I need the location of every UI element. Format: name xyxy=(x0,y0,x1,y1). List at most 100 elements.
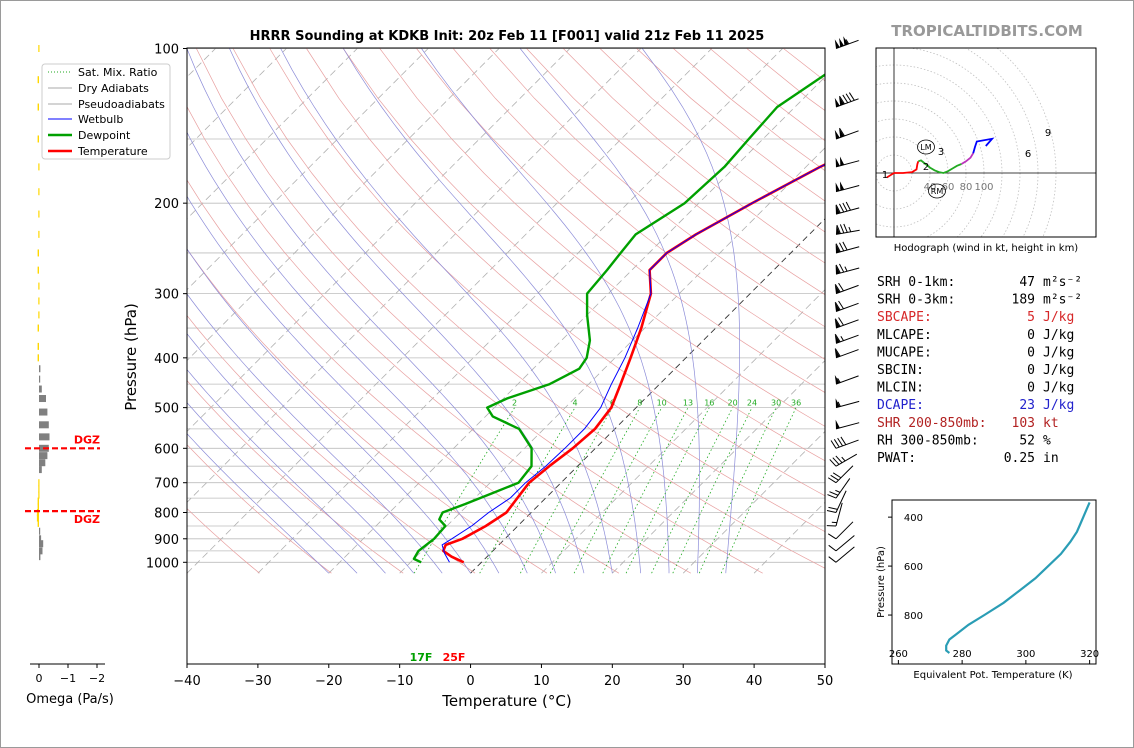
y-tick-label: 800 xyxy=(154,507,179,522)
barb-full xyxy=(845,93,852,102)
wind-barb xyxy=(835,156,860,168)
barb-full xyxy=(843,223,848,233)
pseudoadiabat xyxy=(343,48,642,574)
isotherm-line xyxy=(399,147,825,574)
omega-bar xyxy=(36,514,39,522)
barb-pennant xyxy=(834,374,840,385)
isotherm-line xyxy=(187,48,429,291)
dry-adiabat xyxy=(526,48,825,296)
legend-label-dry-adiabats: Dry Adiabats xyxy=(78,82,149,95)
index-label: SHR 200-850mb: xyxy=(877,416,987,431)
barb-pennant xyxy=(839,96,844,106)
wind-barb xyxy=(829,453,858,467)
index-label: MUCAPE: xyxy=(877,345,932,360)
index-value: 47 xyxy=(1019,275,1035,290)
barb-full xyxy=(832,457,840,465)
index-unit: J/kg xyxy=(1043,363,1074,378)
pseudoadiabat xyxy=(280,48,613,574)
legend-label-dewpoint: Dewpoint xyxy=(78,129,131,142)
omega-bar xyxy=(39,375,41,383)
theta-e-y-tick-label: 800 xyxy=(904,611,923,622)
hodograph-height-label: 6 xyxy=(1025,149,1031,160)
omega-bar xyxy=(38,479,40,487)
index-unit: J/kg xyxy=(1043,310,1074,325)
barb-full xyxy=(838,317,844,326)
theta-e-x-tick-label: 260 xyxy=(889,649,908,660)
barb-half xyxy=(840,336,844,341)
omega-bar xyxy=(37,135,39,143)
hodograph-ring-label: 100 xyxy=(974,182,993,193)
surface-temperature-label: 25F xyxy=(443,651,466,664)
x-tick-label: −20 xyxy=(315,674,342,689)
mixing-ratio-line xyxy=(549,407,641,574)
omega-bar xyxy=(37,76,39,84)
omega-tick-label: 0 xyxy=(36,672,43,685)
pseudoadiabat xyxy=(187,433,330,574)
storm-motion-label: RM xyxy=(931,187,944,196)
y-tick-label: 100 xyxy=(154,43,179,58)
x-tick-label: 20 xyxy=(604,674,621,689)
barb-full xyxy=(845,201,851,211)
dry-adiabat xyxy=(379,48,825,427)
omega-bar xyxy=(39,459,46,467)
dry-adiabat xyxy=(187,106,691,574)
hodograph-frame xyxy=(875,47,1097,238)
barb-staff xyxy=(835,349,859,359)
mixing-ratio-label: 13 xyxy=(683,399,693,408)
skewt-y-axis-label: Pressure (hPa) xyxy=(122,303,140,411)
hodograph-caption: Hodograph (wind in kt, height in km) xyxy=(894,243,1079,254)
dry-adiabat xyxy=(232,48,825,569)
omega-bar xyxy=(38,210,40,218)
isotherm-line xyxy=(470,218,825,574)
barb-pennant xyxy=(839,128,844,138)
wind-barb xyxy=(834,92,859,108)
barb-full xyxy=(828,556,837,563)
x-tick-label: −40 xyxy=(173,674,200,689)
barb-full xyxy=(834,301,841,311)
barb-full xyxy=(839,242,845,252)
dewpoint-line xyxy=(412,73,825,564)
mixing-ratio-line xyxy=(479,407,576,574)
index-value: 0.25 xyxy=(1004,451,1035,466)
barb-half xyxy=(835,489,841,493)
barb-half xyxy=(848,226,852,232)
mixing-ratio-line xyxy=(698,407,777,574)
storm-motion-marker xyxy=(917,139,935,155)
hodograph-segment xyxy=(886,161,920,179)
barb-pennant xyxy=(839,181,845,191)
pseudoadiabat xyxy=(187,333,415,574)
mixing-ratio-label: 16 xyxy=(704,399,714,408)
index-label: MLCAPE: xyxy=(877,328,932,343)
barb-full xyxy=(835,264,841,274)
wetbulb-line xyxy=(441,163,825,563)
omega-panel: 0 −1 −2 DGZ DGZ xyxy=(25,45,105,685)
barb-pennant xyxy=(834,97,840,107)
barb-full xyxy=(842,241,848,251)
theta-e-y-axis-label: Pressure (hPa) xyxy=(876,546,887,618)
skewt-series xyxy=(412,73,825,564)
barb-full xyxy=(842,94,849,103)
mixing-ratio-label: 8 xyxy=(637,399,642,408)
barb-full xyxy=(839,263,845,273)
barb-pennant xyxy=(835,264,840,275)
wind-barb xyxy=(835,201,860,215)
omega-bar xyxy=(38,297,40,305)
pseudoadiabat xyxy=(421,48,670,574)
dry-adiabat xyxy=(306,48,825,497)
barb-staff xyxy=(835,375,859,385)
omega-bar xyxy=(36,509,39,517)
barb-pennant xyxy=(834,302,840,312)
barb-staff xyxy=(835,130,859,140)
hodograph-height-label: 9 xyxy=(1045,128,1051,139)
mixing-ratio-line xyxy=(672,407,753,574)
wind-barb xyxy=(827,521,854,540)
x-tick-label: −10 xyxy=(386,674,413,689)
hodograph-segment xyxy=(972,137,995,154)
barb-pennant xyxy=(834,334,840,344)
index-label: SBCIN: xyxy=(877,363,924,378)
mixing-ratio-line xyxy=(573,407,663,574)
skewt-x-axis-label: Temperature (°C) xyxy=(441,692,571,710)
mixing-ratio-line xyxy=(720,407,797,574)
omega-bar xyxy=(38,282,40,290)
